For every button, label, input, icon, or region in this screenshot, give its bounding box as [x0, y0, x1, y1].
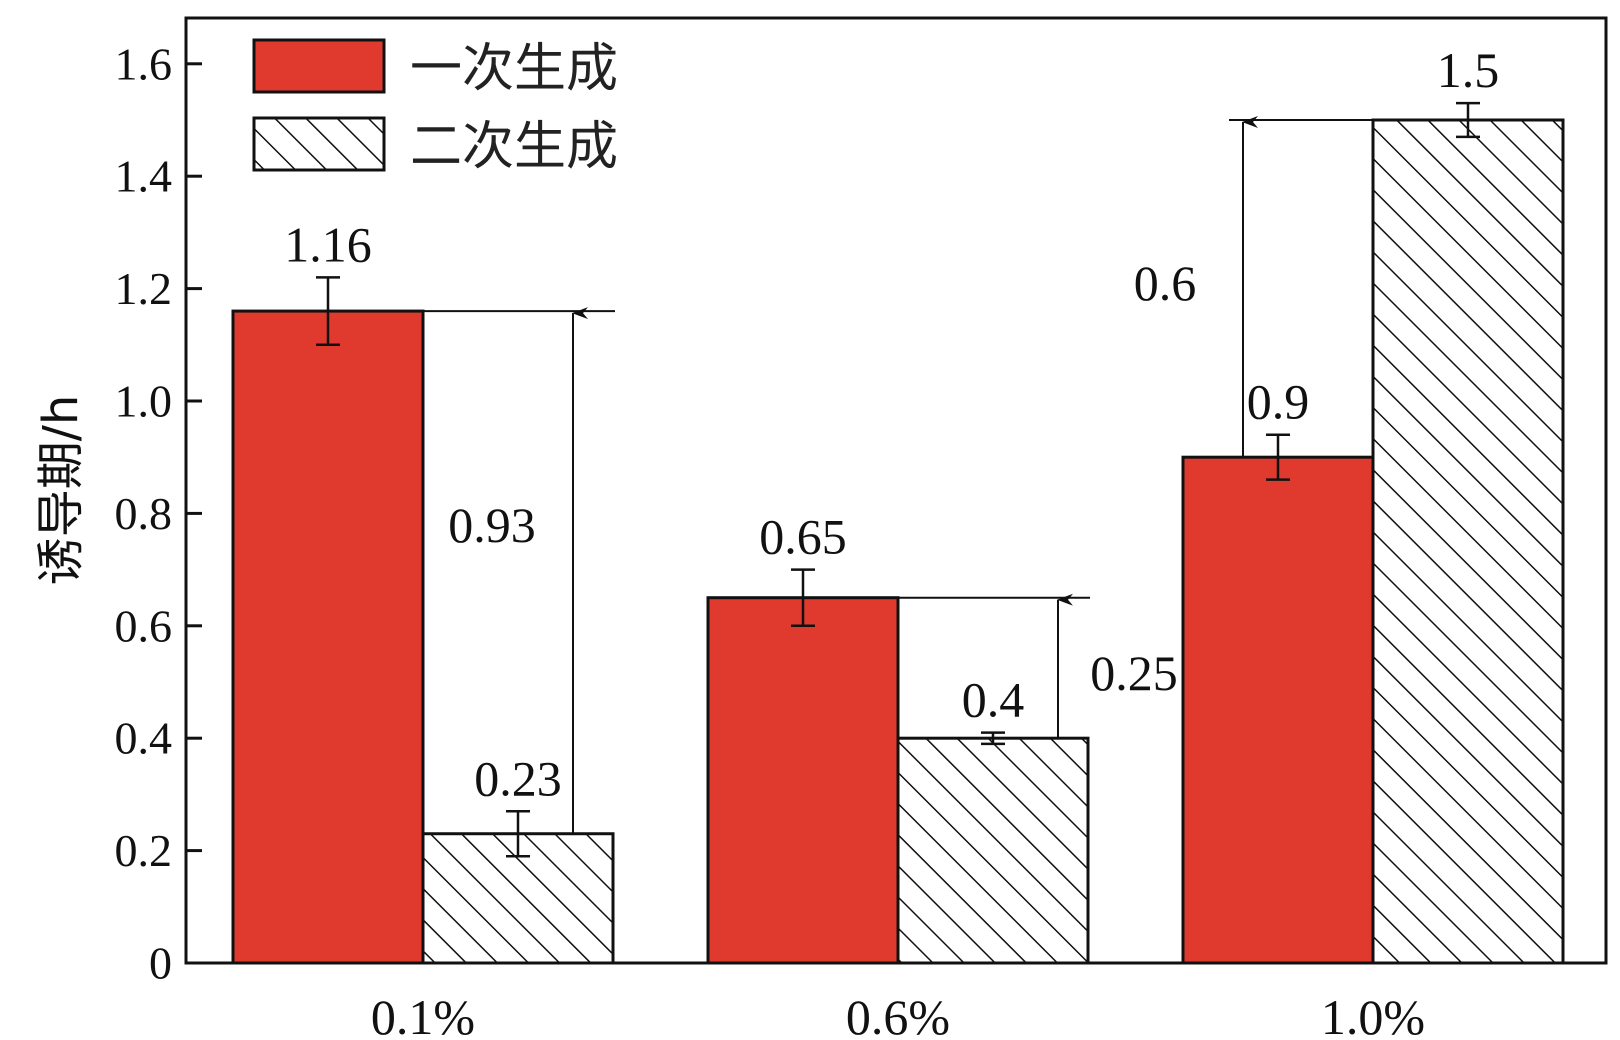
- value-label-primary: 0.9: [1247, 374, 1310, 430]
- y-tick-label: 1.6: [115, 38, 173, 89]
- difference-annotations: 0.93 0.25 0.6: [423, 116, 1563, 834]
- difference-label: 0.93: [448, 497, 536, 553]
- y-tick-label: 0.2: [115, 825, 173, 876]
- bar-primary: [1181, 455, 1375, 965]
- value-label-primary: 0.65: [759, 509, 847, 565]
- legend-swatch-secondary: [252, 116, 386, 172]
- y-tick-label: 1.2: [115, 263, 173, 314]
- y-tick-label: 1.4: [115, 151, 173, 202]
- difference-label: 0.25: [1090, 645, 1178, 701]
- y-tick-label: 0.6: [115, 600, 173, 651]
- y-tick-label: 0: [149, 938, 172, 989]
- x-tick-label: 0.6%: [846, 989, 950, 1040]
- bars: 1.16 0.23 0.65 0.4 0.9 1.5: [231, 42, 1565, 965]
- bar-primary: [231, 309, 425, 965]
- value-label-secondary: 0.23: [474, 750, 562, 806]
- y-tick-label: 0.4: [115, 713, 173, 764]
- legend: 一次生成 二次生成: [252, 38, 618, 177]
- y-axis-title: 诱导期/h: [33, 395, 89, 586]
- legend-label-secondary: 二次生成: [410, 117, 618, 177]
- bar-secondary: [896, 736, 1090, 965]
- value-label-primary: 1.16: [284, 216, 372, 272]
- bar-secondary: [1371, 118, 1565, 965]
- difference-label: 0.6: [1134, 255, 1197, 311]
- legend-label-primary: 一次生成: [410, 39, 618, 99]
- legend-swatch-primary: [252, 38, 386, 94]
- value-label-secondary: 0.4: [962, 672, 1025, 728]
- y-tick-label: 0.8: [115, 488, 173, 539]
- y-axis: 0 0.2 0.4 0.6 0.8 1.0 1.2 1.4 1.6: [115, 38, 202, 989]
- x-tick-label: 0.1%: [371, 989, 475, 1040]
- x-axis: 0.1% 0.6% 1.0%: [371, 989, 1425, 1040]
- y-tick-label: 1.0: [115, 376, 173, 427]
- x-tick-label: 1.0%: [1321, 989, 1425, 1040]
- bar-primary: [706, 596, 900, 965]
- value-label-secondary: 1.5: [1437, 42, 1500, 98]
